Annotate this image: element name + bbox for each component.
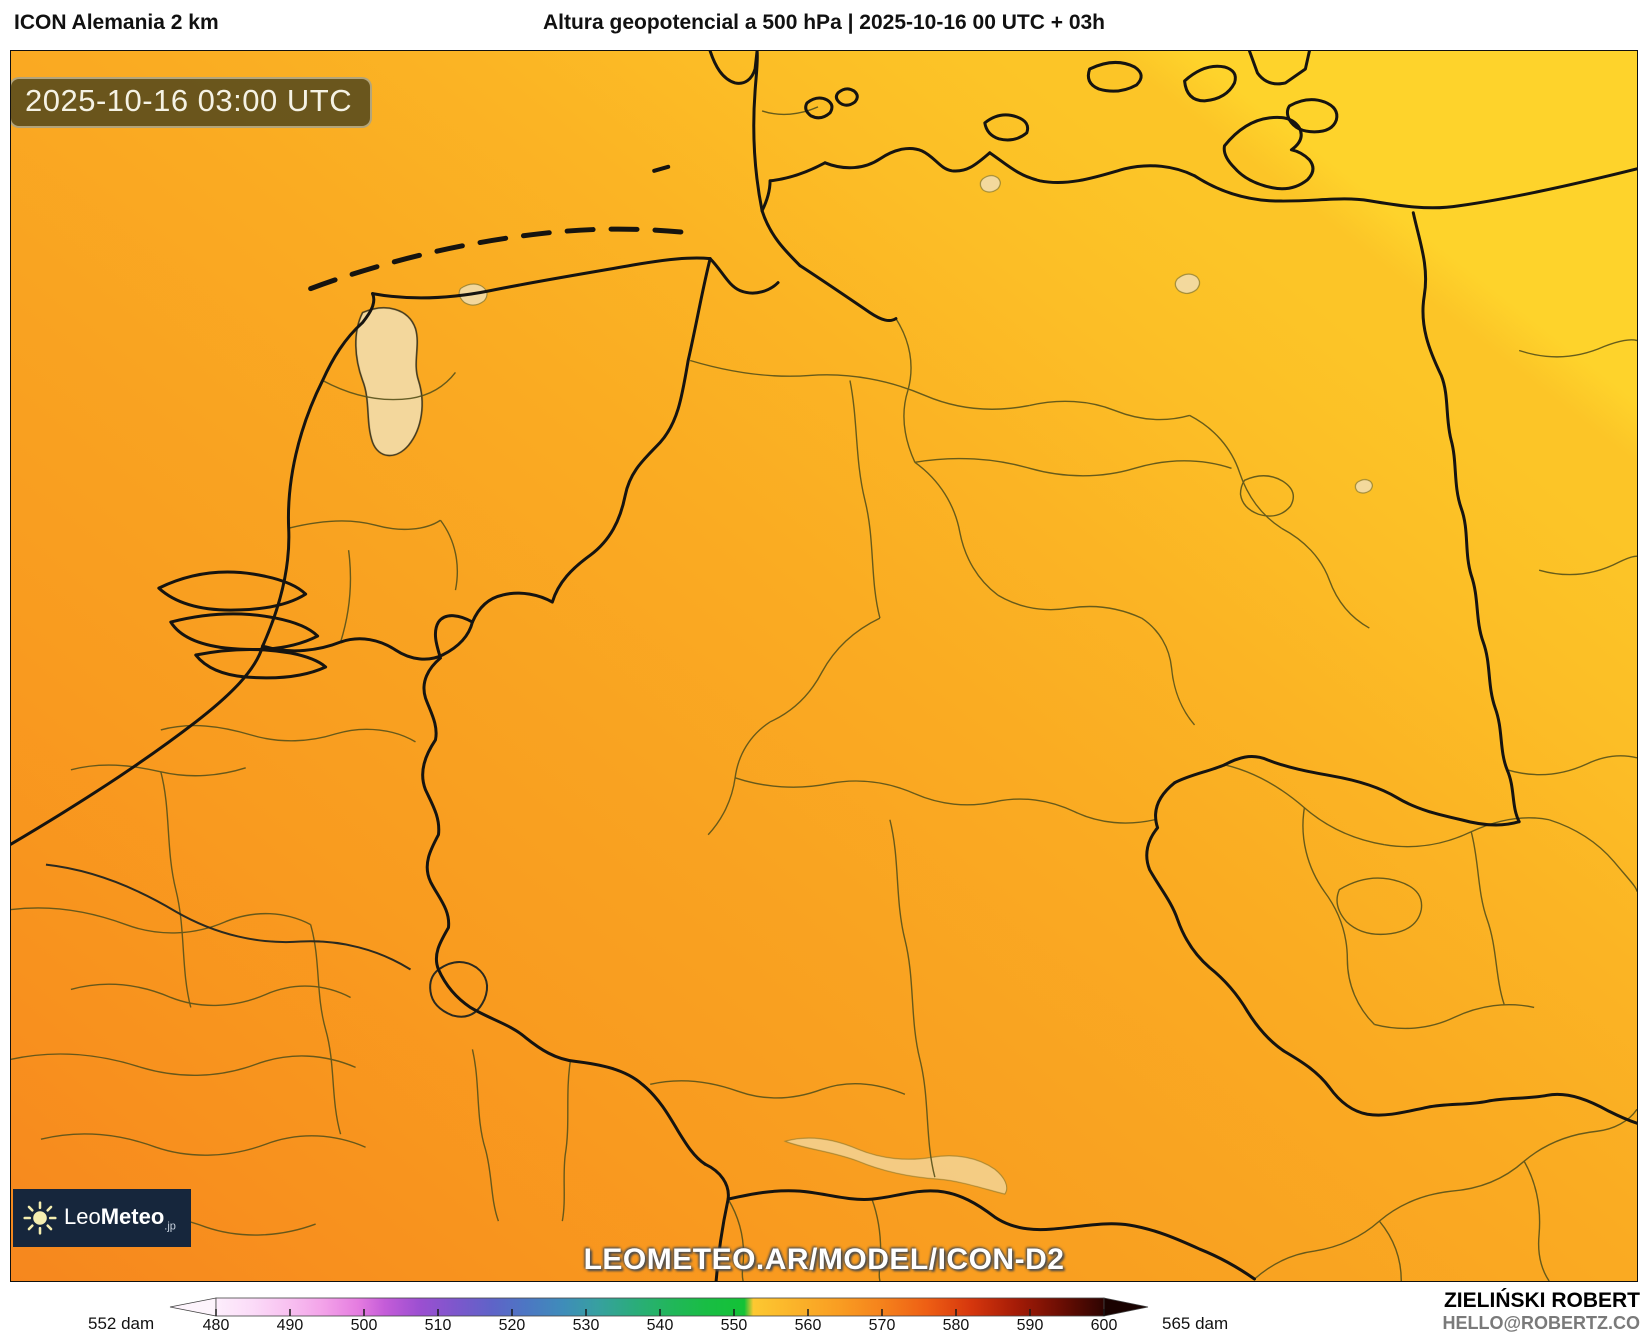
tick-label: 540 bbox=[646, 1317, 674, 1334]
tick-label: 520 bbox=[498, 1317, 526, 1334]
tick-label: 500 bbox=[350, 1317, 378, 1334]
chart-title: Altura geopotencial a 500 hPa | 2025-10-… bbox=[542, 11, 1106, 34]
author-email: HELLO@ROBERTZ.CO bbox=[1442, 1313, 1640, 1333]
colorbar-tick-marks bbox=[215, 1309, 1105, 1316]
logo-prefix: Leo bbox=[64, 1203, 101, 1229]
leometeo-logo: LeoMeteo.jp bbox=[13, 1189, 191, 1247]
tick-label: 560 bbox=[794, 1317, 822, 1334]
tick-label: 510 bbox=[424, 1317, 452, 1334]
logo-text: LeoMeteo.jp bbox=[64, 1204, 176, 1232]
colorbar-left-arrow bbox=[169, 1297, 217, 1317]
colorbar-min-label: 552 dam bbox=[88, 1314, 155, 1333]
colorbar-tick-labels: 480 490 500 510 520 530 540 550 560 570 … bbox=[203, 1317, 1118, 1335]
coastlines-country-borders bbox=[11, 51, 1637, 1281]
tick-label: 580 bbox=[942, 1317, 970, 1334]
timestamp-badge: 2025-10-16 03:00 UTC bbox=[11, 77, 373, 128]
logo-suffix: .jp bbox=[164, 1220, 176, 1233]
sun-icon bbox=[23, 1201, 57, 1235]
tick-label: 590 bbox=[1016, 1317, 1044, 1334]
map-canvas: 2025-10-16 03:00 UTC LEOMETEO.AR/MODEL/I… bbox=[10, 50, 1638, 1282]
tick-label: 480 bbox=[202, 1317, 230, 1334]
terrain-patches bbox=[355, 175, 1373, 1195]
tick-label: 600 bbox=[1090, 1317, 1118, 1334]
colorbar bbox=[169, 1297, 1149, 1317]
tick-label: 570 bbox=[868, 1317, 896, 1334]
colorbar-right-arrow bbox=[1103, 1297, 1149, 1317]
watermark: LEOMETEO.AR/MODEL/ICON-D2 bbox=[583, 1243, 1065, 1276]
map-borders-layer bbox=[11, 51, 1637, 1281]
tick-label: 490 bbox=[276, 1317, 304, 1334]
tick-label: 550 bbox=[720, 1317, 748, 1334]
tick-label: 530 bbox=[572, 1317, 600, 1334]
author-name: ZIELIŃSKI ROBERT bbox=[1443, 1289, 1640, 1312]
model-title: ICON Alemania 2 km bbox=[14, 11, 219, 34]
logo-bold: Meteo bbox=[100, 1203, 165, 1229]
colorbar-max-label: 565 dam bbox=[1162, 1314, 1229, 1333]
state-borders bbox=[11, 106, 1637, 1281]
secondary-borders bbox=[45, 863, 489, 1018]
